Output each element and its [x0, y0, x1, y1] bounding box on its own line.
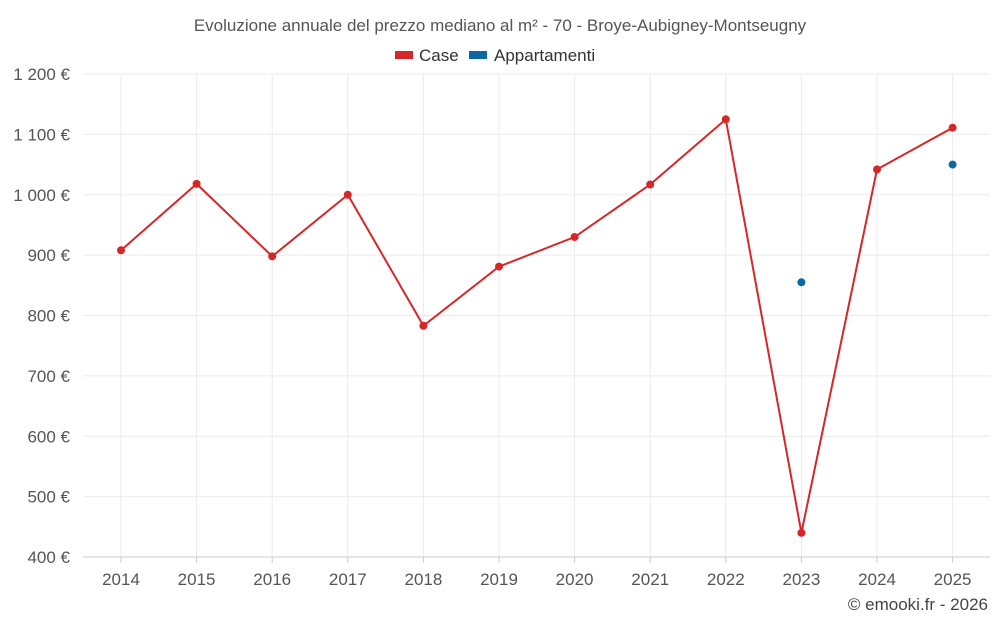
x-tick-label: 2018: [404, 570, 442, 589]
data-point-case[interactable]: [797, 528, 806, 537]
legend: Case Appartamenti: [395, 46, 595, 65]
data-point-case[interactable]: [873, 165, 881, 174]
x-tick-label: 2015: [178, 570, 216, 589]
y-tick-label: 800 €: [27, 307, 70, 326]
y-tick-label: 1 200 €: [13, 65, 70, 84]
series: [117, 115, 957, 537]
data-point-case[interactable]: [268, 252, 277, 261]
y-axis-ticks: 400 € 500 € 600 € 700 € 800 € 900 € 1 000 € 1 1…: [13, 65, 70, 567]
x-tick-label: 2020: [556, 570, 594, 589]
y-tick-label: 700 €: [27, 367, 70, 386]
data-point-case[interactable]: [117, 246, 125, 255]
data-point-case[interactable]: [419, 321, 428, 330]
legend-swatch-appartamenti: [469, 51, 487, 59]
x-tick-label: 2019: [480, 570, 518, 589]
series-appartamenti: [797, 160, 957, 287]
x-tick-label: 2022: [707, 570, 745, 589]
x-tick-label: 2014: [102, 570, 140, 589]
x-tick-label: 2016: [253, 570, 291, 589]
y-tick-label: 1 000 €: [13, 186, 70, 205]
x-axis-ticks: 2014 2015 2016 2017 2018 2019 2020 2021 2022 2023…: [102, 557, 972, 589]
data-point-case[interactable]: [495, 262, 503, 271]
grid: [83, 73, 990, 558]
data-point-case[interactable]: [570, 233, 579, 242]
series-line-case: [120, 117, 954, 534]
data-point-case[interactable]: [721, 115, 730, 124]
x-tick-label: 2023: [782, 570, 820, 589]
legend-item-case[interactable]: Case: [395, 46, 459, 65]
chart-title: Evoluzione annuale del prezzo mediano al…: [194, 16, 807, 35]
series-case: [117, 115, 957, 537]
data-point-case[interactable]: [343, 190, 352, 199]
y-tick-label: 1 100 €: [13, 125, 70, 144]
x-tick-label: 2017: [329, 570, 367, 589]
x-tick-label: 2024: [858, 570, 896, 589]
y-tick-label: 400 €: [27, 548, 70, 567]
y-tick-label: 900 €: [27, 246, 70, 265]
data-point-case[interactable]: [646, 180, 655, 189]
x-tick-label: 2021: [631, 570, 669, 589]
data-point-case[interactable]: [948, 123, 957, 132]
legend-item-appartamenti[interactable]: Appartamenti: [469, 46, 595, 65]
legend-swatch-case: [395, 51, 413, 59]
data-point-appartamenti[interactable]: [797, 278, 806, 287]
legend-label-appartamenti: Appartamenti: [494, 46, 595, 65]
data-point-appartamenti[interactable]: [948, 160, 957, 169]
legend-label-case: Case: [419, 46, 459, 65]
credit-text: © emooki.fr - 2026: [848, 595, 988, 614]
data-point-case[interactable]: [192, 179, 201, 188]
x-tick-label: 2025: [934, 570, 972, 589]
y-tick-label: 600 €: [27, 427, 70, 446]
y-tick-label: 500 €: [27, 488, 70, 507]
